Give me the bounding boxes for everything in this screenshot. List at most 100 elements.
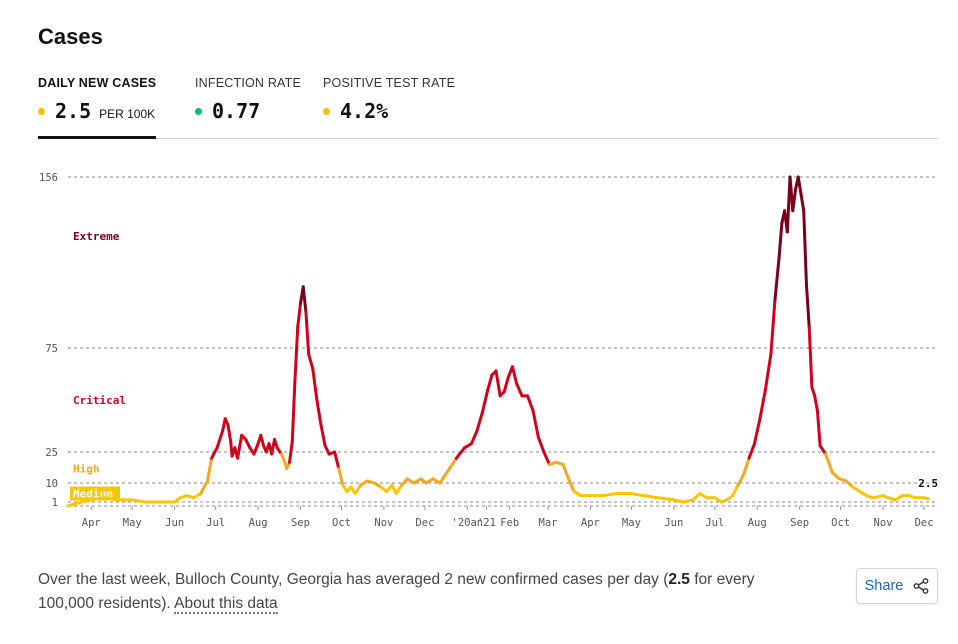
series-line-segment bbox=[290, 377, 297, 444]
series-line-segment bbox=[323, 444, 331, 456]
tab-infection-rate[interactable]: Infection Rate 0.77 bbox=[195, 76, 301, 138]
series-line-segment bbox=[311, 367, 319, 402]
y-tick-label: 25 bbox=[45, 447, 58, 459]
series-line-segment bbox=[691, 492, 702, 502]
series-line-segment bbox=[922, 496, 930, 501]
x-tick-label: Apr bbox=[82, 517, 101, 529]
series-line-segment bbox=[773, 255, 781, 301]
summary-highlight-value: 2.5 bbox=[668, 571, 690, 588]
series-line-segment bbox=[672, 498, 685, 504]
tab-value: 4.2% bbox=[340, 99, 389, 123]
tab-label: Daily New Cases bbox=[38, 76, 157, 90]
series-line-segment bbox=[315, 398, 323, 427]
x-tick-label: Jul bbox=[705, 517, 724, 529]
x-tick-label: Feb bbox=[500, 517, 519, 529]
tab-value: 0.77 bbox=[212, 99, 261, 123]
x-tick-label: Aug bbox=[748, 517, 767, 529]
series-line-segment bbox=[818, 444, 828, 456]
summary-text-before: Over the last week, Bulloch County, Geor… bbox=[38, 571, 669, 588]
series-line-segment bbox=[304, 310, 311, 356]
series-line-segment bbox=[731, 483, 740, 498]
series-line-segment bbox=[502, 375, 510, 394]
summary-text: Over the last week, Bulloch County, Geor… bbox=[38, 568, 808, 616]
x-tick-label: Jun bbox=[664, 517, 683, 529]
series-line-segment bbox=[752, 417, 762, 446]
series-line-segment bbox=[226, 423, 233, 444]
series-line-segment bbox=[525, 394, 535, 412]
series-line-segment bbox=[791, 188, 798, 213]
series-line-segment bbox=[510, 365, 519, 385]
x-tick-label: May bbox=[622, 517, 641, 529]
series-line-segment bbox=[796, 175, 803, 196]
active-tab-indicator bbox=[38, 136, 156, 139]
series-line-segment bbox=[815, 408, 822, 448]
y-tick-label: 75 bbox=[45, 343, 58, 355]
x-tick-label: '21 bbox=[477, 517, 496, 529]
series-line-segment bbox=[769, 297, 777, 356]
last-value-label: 2.5 bbox=[918, 477, 938, 490]
series-line-segment bbox=[807, 325, 814, 390]
series-line-segment bbox=[871, 494, 885, 500]
series-line-segment bbox=[252, 442, 260, 456]
y-tick-label: 10 bbox=[45, 478, 58, 490]
zone-label: High bbox=[73, 463, 100, 476]
series-line-segment bbox=[629, 492, 646, 498]
tab-positive-test-rate[interactable]: Positive Test Rate 4.2% bbox=[323, 76, 455, 138]
series-line-segment bbox=[288, 440, 294, 464]
y-tick-label: 1 bbox=[52, 497, 58, 509]
series-line-segment bbox=[777, 221, 784, 259]
series-line-segment bbox=[130, 498, 147, 504]
x-tick-label: '20an bbox=[452, 517, 484, 529]
series-line-segment bbox=[394, 483, 404, 496]
series-line-segment bbox=[567, 477, 576, 493]
status-dot-icon bbox=[38, 108, 45, 115]
about-data-link[interactable]: About this data bbox=[174, 595, 278, 614]
series-line-segment bbox=[824, 452, 834, 475]
series-line-segment bbox=[293, 325, 300, 381]
summary-text-after: for every 100,000 residents). bbox=[38, 571, 755, 612]
series-line-segment bbox=[747, 442, 756, 460]
series-line-segment bbox=[296, 302, 302, 329]
series-line-segment bbox=[494, 369, 502, 398]
x-tick-label: Nov bbox=[374, 517, 393, 529]
status-dot-icon bbox=[323, 108, 330, 115]
cases-chart: 1 10 25 75 156 Apr May Jun Jul Aug Sep Oct Nov Dec '20… bbox=[39, 172, 938, 529]
series-line-segment bbox=[469, 429, 479, 446]
series-line-segment bbox=[736, 473, 746, 487]
series-line-segment bbox=[758, 388, 767, 421]
series-line-segment bbox=[763, 352, 773, 392]
series-line-segment bbox=[542, 450, 551, 466]
x-tick-label: Mar bbox=[539, 517, 558, 529]
x-tick-label: Oct bbox=[332, 517, 351, 529]
series-line-segment bbox=[536, 435, 546, 454]
series-line-segment bbox=[259, 433, 266, 448]
x-tick-label: Dec bbox=[415, 517, 434, 529]
series-line-segment bbox=[89, 496, 106, 502]
series-line-segment bbox=[642, 494, 659, 500]
series-line-segment bbox=[830, 471, 841, 481]
tab-daily-new-cases[interactable]: Daily New Cases 2.5 PER 100K bbox=[38, 76, 157, 139]
series-line-segment bbox=[486, 373, 494, 392]
zone-label: Critical bbox=[73, 394, 126, 407]
tab-unit: PER 100K bbox=[99, 107, 156, 121]
page-title: Cases bbox=[38, 24, 103, 49]
series-line-segment bbox=[601, 492, 618, 498]
series-line-segment bbox=[205, 456, 214, 483]
x-tick-label: Aug bbox=[249, 517, 268, 529]
x-tick-label: Nov bbox=[874, 517, 893, 529]
series-line-segment bbox=[475, 410, 484, 433]
series-line-segment bbox=[307, 352, 315, 371]
series-line-segment bbox=[681, 498, 695, 504]
series-line-segment bbox=[742, 456, 751, 477]
series-line-segment bbox=[319, 423, 327, 448]
share-button[interactable]: Share bbox=[856, 568, 938, 604]
series-line-segment bbox=[66, 500, 84, 508]
series-line-segment bbox=[446, 456, 458, 473]
x-tick-label: Apr bbox=[581, 517, 600, 529]
series-line-segment bbox=[480, 388, 490, 414]
series-line-segment bbox=[655, 496, 676, 502]
series-line-segment bbox=[531, 408, 540, 439]
x-tick-label: Sep bbox=[291, 517, 310, 529]
series-line-segment bbox=[80, 498, 93, 504]
series-line-segment bbox=[102, 496, 119, 502]
